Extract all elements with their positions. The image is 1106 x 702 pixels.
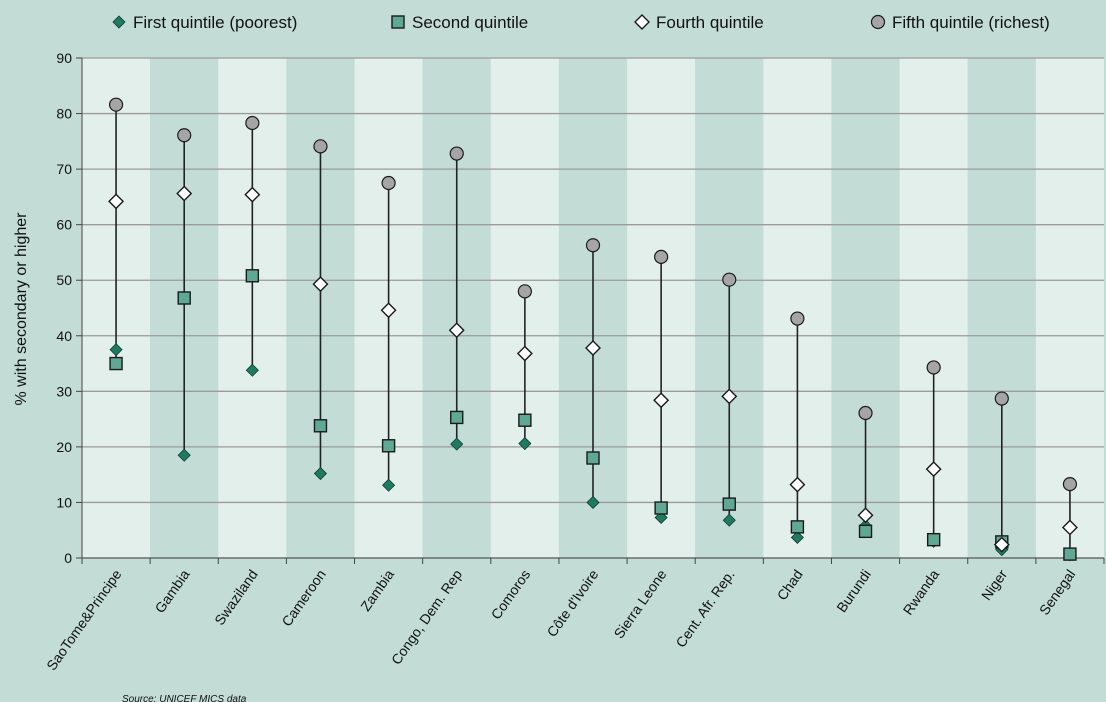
fourth-quintile-point: [516, 345, 533, 362]
first-quintile-point: [313, 466, 328, 481]
first-quintile-point: [177, 448, 191, 462]
legend-fourth-quintile-label: Fourth quintile: [656, 13, 764, 32]
legend-first-quintile-label: First quintile (poorest): [133, 13, 297, 32]
fourth-quintile-point: [176, 185, 193, 202]
fifth-quintile-point: [177, 128, 192, 143]
first-quintile-point: [450, 437, 464, 451]
first-quintile-point: [722, 513, 736, 527]
legend-first-quintile-marker: [112, 15, 126, 29]
first-quintile-point: [586, 495, 600, 510]
fourth-quintile-point: [789, 476, 806, 493]
second-quintile-point: [1063, 547, 1077, 561]
y-tick-label: 40: [56, 328, 72, 344]
first-quintile-point: [382, 478, 396, 492]
y-axis: 0 10 20 30 40 50 60 70 80 90: [56, 50, 1105, 566]
second-quintile-point: [313, 419, 328, 433]
fifth-quintile-point: [790, 311, 805, 326]
y-tick-label: 90: [56, 50, 72, 66]
fourth-quintile-point: [244, 186, 261, 203]
legend-second-quintile-marker: [391, 15, 405, 29]
fifth-quintile-point: [722, 272, 737, 287]
second-quintile-point: [790, 520, 805, 534]
y-tick-label: 10: [56, 494, 72, 510]
legend: First quintile (poorest) Second quintile F…: [112, 13, 1050, 32]
fifth-quintile-point: [654, 249, 669, 264]
y-tick-label: 70: [56, 161, 72, 177]
range-lines: [115, 104, 1071, 555]
fourth-quintile-point: [108, 193, 125, 210]
fourth-quintile-point: [380, 302, 397, 319]
second-quintile-point: [654, 501, 668, 515]
y-tick-label: 20: [56, 439, 72, 455]
fifth-quintile-point: [381, 175, 396, 191]
second-quintile-point: [177, 291, 191, 305]
second-quintile-point: [858, 524, 873, 539]
second-quintile-point: [381, 439, 396, 453]
second-quintile-point: [586, 451, 600, 465]
data-markers: [108, 97, 1078, 562]
y-tick-label: 50: [56, 272, 72, 288]
second-quintile-point: [245, 269, 260, 283]
y-tick-label: 30: [56, 383, 72, 399]
y-tick-label: 80: [56, 106, 72, 122]
first-quintile-point: [518, 436, 532, 451]
fifth-quintile-point: [926, 360, 941, 375]
legend-fifth-quintile-label: Fifth quintile (richest): [892, 13, 1050, 32]
fourth-quintile-point: [653, 392, 670, 409]
legend-fourth-quintile: Fourth quintile: [634, 13, 764, 32]
fourth-quintile-point: [925, 461, 942, 478]
fifth-quintile-point: [994, 391, 1009, 406]
first-quintile-point: [109, 343, 123, 357]
fourth-quintile-point: [312, 276, 329, 293]
fourth-quintile-point: [857, 507, 874, 524]
fourth-quintile-point: [1061, 519, 1078, 536]
legend-fifth-quintile: Fifth quintile (richest): [870, 13, 1050, 32]
fifth-quintile-point: [245, 115, 260, 131]
legend-second-quintile-label: Second quintile: [412, 13, 528, 32]
fifth-quintile-point: [585, 238, 601, 253]
fourth-quintile-point: [993, 536, 1010, 553]
fifth-quintile-point: [858, 405, 873, 421]
y-tick-label: 60: [56, 217, 72, 233]
fifth-quintile-point: [313, 139, 328, 154]
fourth-quintile-point: [721, 388, 738, 405]
source-note: Source: UNICEF MICS data: [122, 694, 247, 702]
second-quintile-point: [926, 532, 941, 547]
first-quintile-point: [245, 363, 259, 377]
fifth-quintile-point: [517, 284, 532, 299]
fifth-quintile-point: [108, 97, 124, 112]
legend-fifth-quintile-marker: [870, 14, 886, 30]
legend-second-quintile: Second quintile: [391, 13, 528, 32]
second-quintile-point: [518, 413, 532, 427]
fourth-quintile-point: [585, 340, 601, 356]
second-quintile-point: [722, 497, 736, 511]
category-band: [1035, 58, 1104, 558]
second-quintile-point: [109, 356, 123, 371]
fifth-quintile-point: [449, 146, 464, 161]
y-tick-label: 0: [64, 550, 72, 566]
fifth-quintile-point: [1062, 477, 1078, 492]
second-quintile-point: [450, 410, 464, 425]
fourth-quintile-point: [448, 322, 465, 339]
y-axis-title: % with secondary or higher: [13, 212, 30, 406]
legend-fourth-quintile-marker: [634, 14, 650, 30]
first-quintile-point: [790, 530, 804, 545]
legend-first-quintile: First quintile (poorest): [112, 13, 297, 32]
